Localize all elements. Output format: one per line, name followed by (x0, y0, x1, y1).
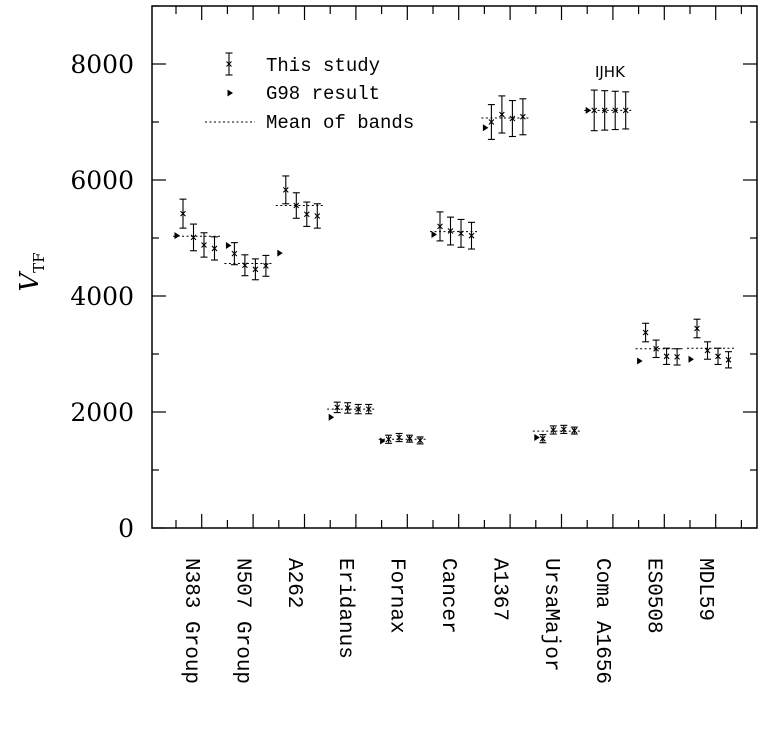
x-axis: N383 Group N507 Group A262 Eridanus Fornax Ca… (175, 6, 743, 684)
band-point (519, 98, 527, 136)
band-point (179, 198, 187, 229)
cluster-group (173, 198, 221, 261)
legend-item-this-study (225, 52, 233, 76)
legend-label-this-study: This study (266, 55, 380, 77)
g98-marker (225, 242, 232, 250)
g98-marker (637, 357, 643, 365)
band-point (549, 425, 557, 435)
x-category-label: Cancer (436, 558, 459, 634)
x-category-label: N507 Group (230, 558, 253, 684)
cluster-group (224, 242, 272, 281)
band-point (539, 434, 547, 444)
y-axis-label-subscript: TF (30, 252, 48, 272)
cluster-group (430, 211, 478, 250)
band-point (590, 89, 598, 132)
g98-marker (431, 231, 437, 239)
y-tick-label: 2000 (70, 398, 134, 427)
legend-label-g98: G98 result (266, 83, 380, 105)
y-axis-label: VTF (15, 252, 48, 291)
cluster-group (635, 322, 684, 366)
band-point (395, 432, 403, 443)
band-point (611, 90, 619, 131)
x-category-label: A1367 (487, 558, 510, 621)
cluster-group (327, 401, 375, 421)
band-point (673, 348, 681, 366)
x-category-label: UrsaMajor (539, 558, 562, 671)
band-point (447, 216, 454, 246)
band-point (190, 223, 197, 252)
x-category-label: Eridanus (333, 558, 356, 659)
band-point (714, 347, 722, 365)
band-point (693, 318, 701, 339)
band-point (344, 402, 352, 414)
band-point (292, 192, 300, 219)
band-point (436, 211, 444, 242)
band-point (200, 232, 208, 258)
g98-marker (380, 437, 386, 445)
band-point (601, 90, 609, 131)
band-point (457, 218, 465, 248)
plot-frame (151, 5, 758, 529)
band-point (333, 401, 341, 414)
x-category-label: MDL59 (693, 558, 716, 621)
band-point (622, 91, 630, 130)
g98-marker (482, 124, 489, 132)
band-point (704, 341, 711, 360)
data-marks (173, 89, 735, 445)
y-tick-label: 4000 (70, 282, 134, 311)
y-tick-label: 0 (118, 514, 134, 543)
band-point (652, 339, 660, 359)
band-point (251, 258, 259, 281)
band-point (508, 99, 516, 138)
x-category-label: N383 Group (179, 558, 202, 684)
g98-marker (328, 413, 335, 421)
band-point (498, 95, 506, 134)
cluster-group (584, 89, 632, 132)
band-point (211, 236, 218, 261)
band-point (663, 347, 671, 365)
legend-item-g98 (227, 89, 233, 97)
band-point (570, 426, 578, 435)
band-point (241, 254, 249, 277)
g98-marker (277, 249, 283, 257)
y-axis: 0 2000 4000 6000 8000 (70, 5, 757, 543)
g98-marker (534, 434, 540, 442)
band-point (313, 203, 321, 229)
band-point (385, 434, 393, 444)
legend: This study G98 result Mean of bands (205, 52, 414, 134)
ijhk-annotation: IJHK (595, 63, 626, 81)
band-point (416, 436, 424, 445)
band-point (406, 434, 414, 443)
x-category-label: Coma A1656 (590, 558, 613, 684)
x-category-label: ES0508 (642, 558, 665, 634)
g98-marker (585, 106, 592, 114)
band-point (262, 254, 270, 277)
band-point (725, 351, 732, 369)
legend-label-mean: Mean of bands (266, 112, 414, 134)
g98-marker (174, 232, 180, 240)
x-category-label: A262 (282, 558, 305, 608)
y-tick-label: 8000 (70, 50, 134, 79)
band-point (487, 104, 495, 140)
cluster-group (378, 432, 427, 445)
cluster-group (481, 95, 529, 140)
band-point (282, 175, 290, 205)
band-point (642, 322, 650, 343)
band-point (230, 242, 238, 266)
g98-marker (688, 355, 694, 363)
cluster-group (687, 318, 735, 369)
band-point (354, 403, 362, 415)
y-tick-label: 6000 (70, 166, 134, 195)
band-point (468, 221, 475, 250)
band-point (303, 201, 311, 227)
band-point (560, 424, 568, 435)
cluster-group (532, 424, 581, 444)
band-point (365, 403, 373, 415)
x-category-label: Fornax (385, 558, 408, 634)
cluster-group (275, 175, 324, 257)
